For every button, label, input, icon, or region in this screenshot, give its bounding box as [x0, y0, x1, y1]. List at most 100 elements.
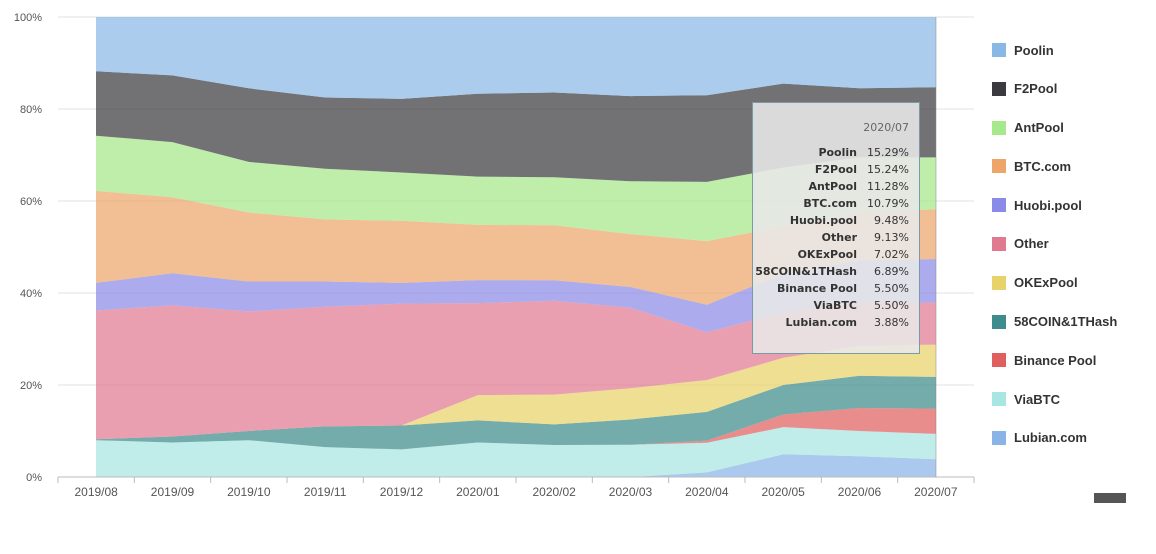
y-tick-label: 40%: [20, 288, 42, 300]
area-huobi-pool: [96, 259, 936, 333]
legend-item-viabtc[interactable]: ViaBTC: [992, 389, 1152, 409]
tooltip-series-value: 3.88%: [874, 316, 909, 329]
legend-swatch: [992, 43, 1006, 57]
y-tick-label: 0%: [26, 472, 42, 484]
x-tick-label: 2019/08: [74, 485, 118, 499]
legend-item-okexpool[interactable]: OKExPool: [992, 273, 1152, 293]
tooltip-row: OKExPool 7.02%: [753, 246, 919, 263]
x-tick-label: 2020/02: [532, 485, 576, 499]
legend-item-huobi-pool[interactable]: Huobi.pool: [992, 195, 1152, 215]
tooltip-series-value: 9.13%: [874, 231, 909, 244]
legend-label: Huobi.pool: [1014, 197, 1082, 213]
legend-swatch: [992, 353, 1006, 368]
legend-label: Binance Pool: [1014, 352, 1097, 368]
tooltip-series-value: 11.28%: [867, 180, 909, 193]
x-tick-label: 2019/11: [304, 485, 347, 499]
tooltip-series-name: AntPool: [808, 180, 857, 193]
y-tick-label: 100%: [14, 12, 42, 24]
tooltip-series-name: ViaBTC: [813, 299, 857, 312]
tooltip-series-name: BTC.com: [803, 197, 857, 210]
x-axis: 2019/08 2019/09 2019/10 2019/11 2019/12 2020/…: [57, 17, 975, 499]
legend-item-binance-pool[interactable]: Binance Pool: [992, 350, 1152, 370]
legend-swatch: [992, 120, 1006, 135]
area-okexpool: [96, 344, 936, 440]
tooltip-row: BTC.com 10.79%: [753, 195, 919, 212]
legend: Poolin F2Pool AntPool BTC.com Huobi.pool…: [992, 40, 1152, 467]
x-tick-label: 2020/05: [761, 485, 805, 499]
legend-label: BTC.com: [1014, 158, 1072, 174]
area-series-group: [96, 17, 936, 477]
tooltip-row: F2Pool 15.24%: [753, 161, 919, 178]
x-tick-label: 2020/07: [914, 485, 958, 499]
tooltip: 2020/07 Poolin 15.29% F2Pool 15.24% AntPoo…: [752, 102, 920, 354]
legend-item-58coin-1thash[interactable]: 58COIN&1THash: [992, 312, 1152, 332]
x-tick-label: 2020/04: [685, 485, 729, 499]
legend-item-antpool[interactable]: AntPool: [992, 118, 1152, 138]
x-tick-label: 2020/06: [838, 485, 882, 499]
tooltip-title: 2020/07: [863, 121, 909, 134]
tooltip-series-value: 7.02%: [874, 248, 909, 261]
legend-label: 58COIN&1THash: [1014, 314, 1118, 330]
legend-swatch: [992, 81, 1006, 96]
legend-label: OKExPool: [1014, 275, 1078, 291]
tooltip-row: Lubian.com 3.88%: [753, 314, 919, 331]
area-58coin-1thash: [96, 375, 936, 450]
legend-item-f2pool[interactable]: F2Pool: [992, 79, 1152, 99]
tooltip-series-name: Poolin: [818, 146, 857, 159]
y-axis: 100% 80% 60% 40% 20% 0%: [14, 12, 42, 484]
tooltip-series-name: Other: [821, 231, 857, 244]
tooltip-row: 58COIN&1THash 6.89%: [753, 263, 919, 280]
area-poolin: [96, 17, 936, 99]
tooltip-series-value: 15.24%: [867, 163, 909, 176]
legend-item-other[interactable]: Other: [992, 234, 1152, 254]
x-tick-label: 2020/01: [456, 485, 500, 499]
scroll-handle[interactable]: [1094, 493, 1126, 503]
y-tick-label: 20%: [20, 380, 42, 392]
x-tick-label: 2020/03: [609, 485, 653, 499]
legend-swatch: [992, 430, 1006, 445]
tooltip-row: ViaBTC 5.50%: [753, 297, 919, 314]
tooltip-series-value: 5.50%: [874, 282, 909, 295]
tooltip-series-name: Binance Pool: [777, 282, 857, 295]
legend-label: AntPool: [1014, 120, 1064, 136]
area-lubian-com: [96, 454, 936, 477]
legend-label: F2Pool: [1014, 81, 1058, 97]
y-tick-label: 60%: [20, 196, 42, 208]
legend-swatch: [992, 159, 1006, 174]
legend-label: Other: [1014, 236, 1049, 252]
legend-item-poolin[interactable]: Poolin: [992, 40, 1152, 60]
x-tick-label: 2019/10: [227, 485, 271, 499]
legend-item-lubian-com[interactable]: Lubian.com: [992, 428, 1152, 448]
legend-item-btc-com[interactable]: BTC.com: [992, 156, 1152, 176]
legend-swatch: [992, 275, 1006, 290]
area-f2pool: [96, 71, 936, 182]
tooltip-series-value: 6.89%: [874, 265, 909, 278]
area-antpool: [96, 135, 936, 242]
legend-swatch: [992, 198, 1006, 213]
tooltip-series-name: Huobi.pool: [789, 214, 857, 227]
tooltip-series-value: 9.48%: [874, 214, 909, 227]
tooltip-row: Poolin 15.29%: [753, 144, 919, 161]
tooltip-row: AntPool 11.28%: [753, 178, 919, 195]
legend-label: Lubian.com: [1014, 430, 1087, 446]
legend-label: ViaBTC: [1014, 391, 1060, 407]
tooltip-series-value: 10.79%: [867, 197, 909, 210]
tooltip-row: Other 9.13%: [753, 229, 919, 246]
x-tick-label: 2019/09: [151, 485, 195, 499]
legend-swatch: [992, 314, 1006, 329]
area-viabtc: [96, 427, 936, 477]
legend-swatch: [992, 392, 1006, 407]
tooltip-series-name: OKExPool: [797, 248, 857, 261]
area-other: [96, 300, 936, 440]
tooltip-series-value: 5.50%: [874, 299, 909, 312]
tooltip-series-name: F2Pool: [814, 163, 857, 176]
legend-label: Poolin: [1014, 42, 1054, 58]
tooltip-row: Huobi.pool 9.48%: [753, 212, 919, 229]
tooltip-row: Binance Pool 5.50%: [753, 280, 919, 297]
x-tick-label: 2019/12: [380, 485, 424, 499]
y-tick-label: 80%: [20, 104, 42, 116]
tooltip-series-name: 58COIN&1THash: [755, 265, 857, 278]
area-binance-pool: [96, 408, 936, 450]
legend-swatch: [992, 236, 1006, 251]
